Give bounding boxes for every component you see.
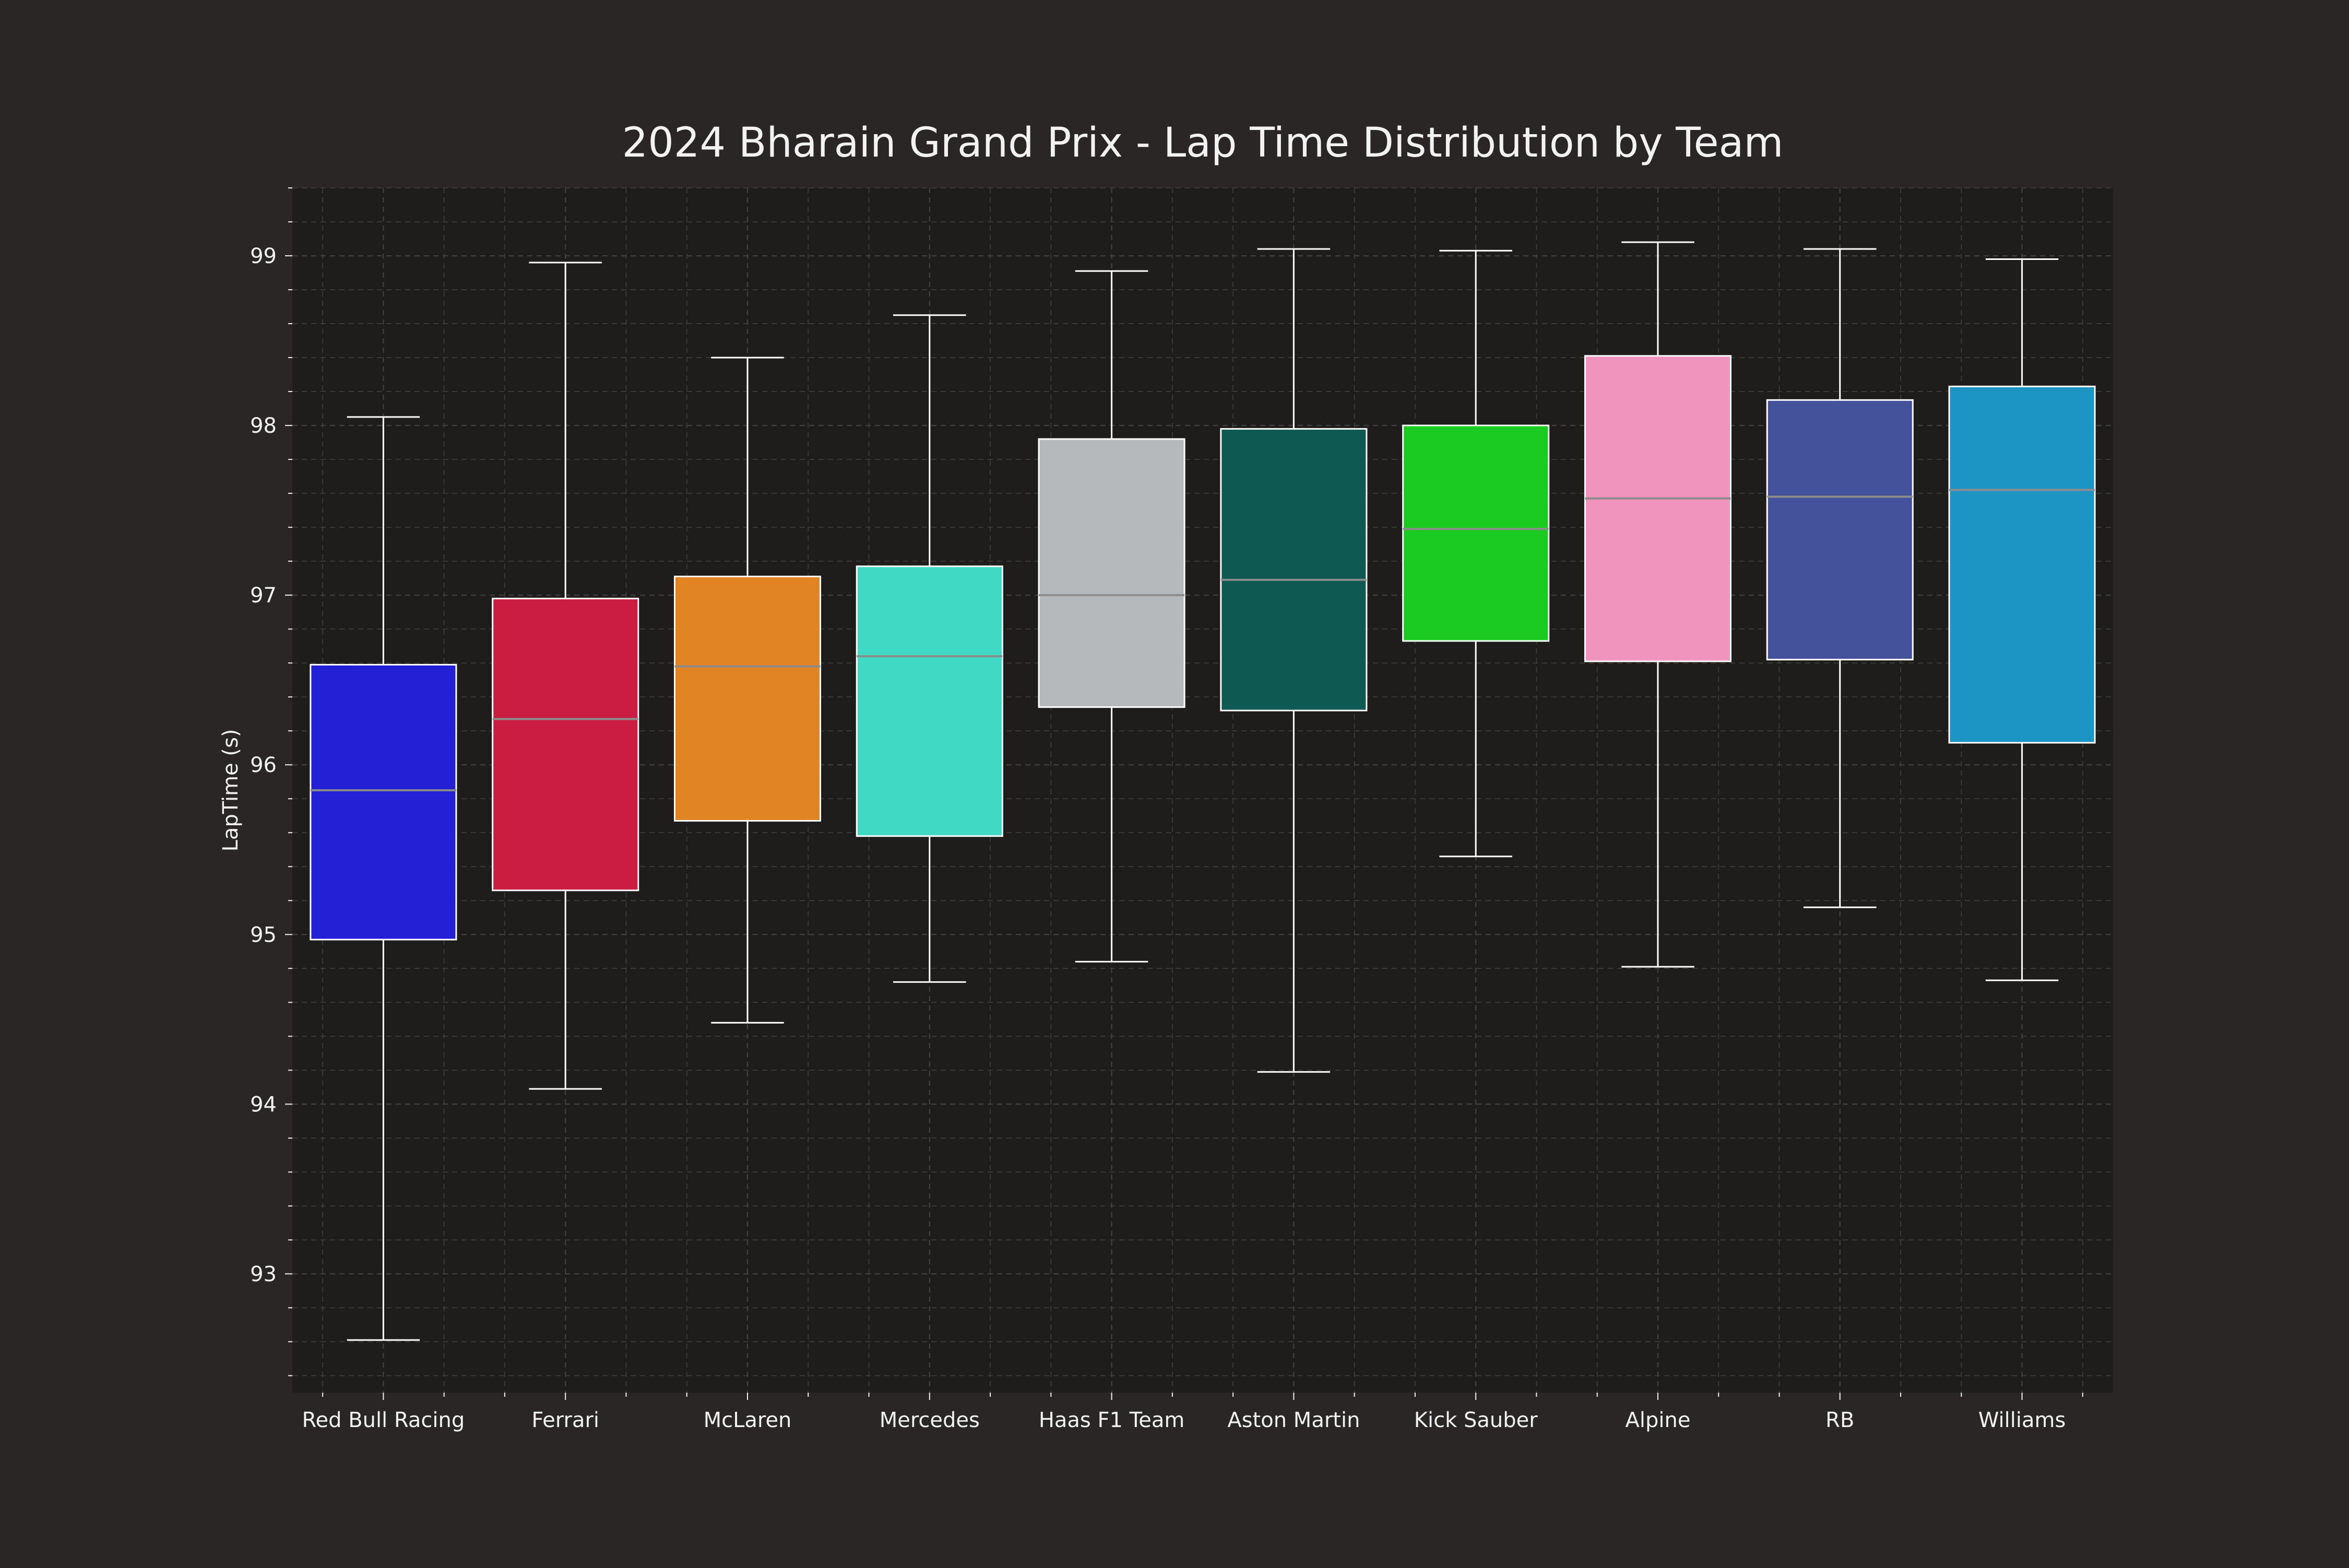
box-group (673, 357, 822, 1024)
box-group (1948, 258, 2096, 981)
box-group (1038, 270, 1185, 963)
box (1038, 438, 1185, 708)
box (492, 598, 639, 892)
box (1766, 399, 1914, 661)
axes: 93 94 95 96 97 98 99 Red Bull Racing Ferrari McLa… (250, 187, 2083, 1432)
y-tick-label: 94 (250, 1092, 277, 1116)
x-tick-label: Alpine (1626, 1408, 1691, 1432)
x-tick-label: Ferrari (531, 1408, 599, 1432)
box (1948, 385, 2096, 744)
y-tick-label: 99 (250, 244, 277, 268)
x-tick-label: Williams (1978, 1408, 2066, 1432)
box-group (310, 416, 457, 1341)
y-tick-label: 98 (250, 414, 277, 438)
x-tick-label: McLaren (704, 1408, 792, 1432)
box (1584, 355, 1732, 662)
box-group (856, 314, 1003, 983)
box-group (1402, 250, 1550, 858)
y-axis-label: LapTime (s) (219, 729, 243, 852)
chart-title: 2024 Bharain Grand Prix - Lap Time Distr… (622, 120, 1784, 167)
box (1402, 424, 1550, 642)
box-group (1584, 241, 1732, 968)
x-tick-label: Haas F1 Team (1039, 1408, 1185, 1432)
box-group (1766, 248, 1914, 908)
boxes (310, 241, 2096, 1341)
y-tick-label: 95 (250, 923, 277, 947)
box-group (492, 262, 639, 1090)
x-tick-label: Red Bull Racing (302, 1408, 465, 1432)
box (856, 565, 1003, 837)
box (1220, 428, 1368, 711)
x-tick-label: Aston Martin (1227, 1408, 1360, 1432)
y-tick-label: 93 (250, 1262, 277, 1286)
x-tick-label: Mercedes (880, 1408, 980, 1432)
box (310, 663, 457, 941)
y-tick-label: 96 (250, 753, 277, 777)
x-tick-label: RB (1825, 1408, 1854, 1432)
box (673, 575, 822, 822)
box-group (1220, 248, 1368, 1073)
x-tick-label: Kick Sauber (1414, 1408, 1538, 1432)
y-tick-label: 97 (250, 584, 277, 608)
